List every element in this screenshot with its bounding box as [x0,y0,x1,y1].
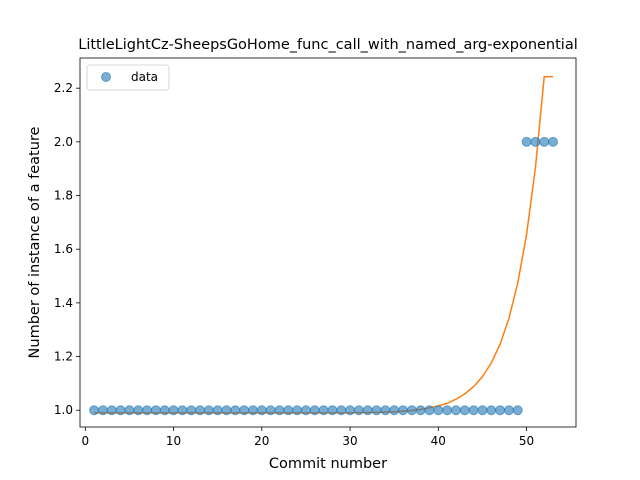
data-point [256,405,267,416]
data-point [345,405,356,416]
data-point [548,136,559,147]
y-tick-label: 1.8 [54,189,73,203]
data-point [168,405,179,416]
data-point [142,405,153,416]
data-point [415,405,426,416]
data-point [521,136,532,147]
data-point [115,405,126,416]
data-point [133,405,144,416]
y-tick-label: 2.2 [54,81,73,95]
x-tick-label: 0 [81,434,89,448]
data-point [353,405,364,416]
x-tick-label: 30 [342,434,357,448]
x-tick-label: 10 [166,434,181,448]
data-point [433,405,444,416]
data-point [389,405,400,416]
data-points [89,136,559,416]
data-point [371,405,382,416]
y-axis-ticks: 1.0 1.2 1.4 1.6 1.8 2.0 2.2 [54,81,80,417]
data-point [309,405,320,416]
data-point [97,405,108,416]
data-point [450,405,461,416]
data-point [239,405,250,416]
y-tick-label: 1.2 [54,350,73,364]
data-point [380,405,391,416]
data-point [442,405,453,416]
data-point [177,405,188,416]
data-point [398,405,409,416]
data-point [406,405,417,416]
data-point [468,405,479,416]
plot-area [80,58,576,427]
data-point [124,405,135,416]
chart-title: LittleLightCz-SheepsGoHome_func_call_wit… [78,37,578,53]
data-point [195,405,206,416]
data-point [247,405,258,416]
y-tick-label: 1.6 [54,242,73,256]
legend-marker-data [101,72,111,82]
y-tick-label: 2.0 [54,135,73,149]
legend-box [86,64,170,91]
data-point [362,405,373,416]
data-point [274,405,285,416]
plot-clip-group [89,75,559,416]
data-point [495,405,506,416]
x-axis-ticks: 0 10 20 30 40 50 [81,427,534,448]
x-tick-label: 50 [519,434,534,448]
data-point [265,405,276,416]
data-point [459,405,470,416]
data-point [300,405,311,416]
legend-label-data: data [131,70,158,84]
x-tick-label: 40 [431,434,446,448]
data-point [503,405,514,416]
data-point [530,136,541,147]
data-point [477,405,488,416]
plot-frame [79,57,577,428]
data-point [212,405,223,416]
data-point [292,405,303,416]
data-point [327,405,338,416]
data-point [336,405,347,416]
data-point [318,405,329,416]
data-point [89,405,100,416]
data-point [230,405,241,416]
y-tick-label: 1.0 [54,403,73,417]
data-point [283,405,294,416]
data-point [424,405,435,416]
data-point [539,136,550,147]
data-point [106,405,117,416]
x-tick-label: 20 [254,434,269,448]
data-point [221,405,232,416]
data-point [159,405,170,416]
data-point [203,405,214,416]
data-point [186,405,197,416]
legend: data [86,64,170,91]
x-axis-label: Commit number [269,456,387,472]
y-tick-label: 1.4 [54,296,73,310]
y-axis-label: Number of instance of a feature [27,126,43,358]
data-point [150,405,161,416]
data-point [512,405,523,416]
data-point [486,405,497,416]
